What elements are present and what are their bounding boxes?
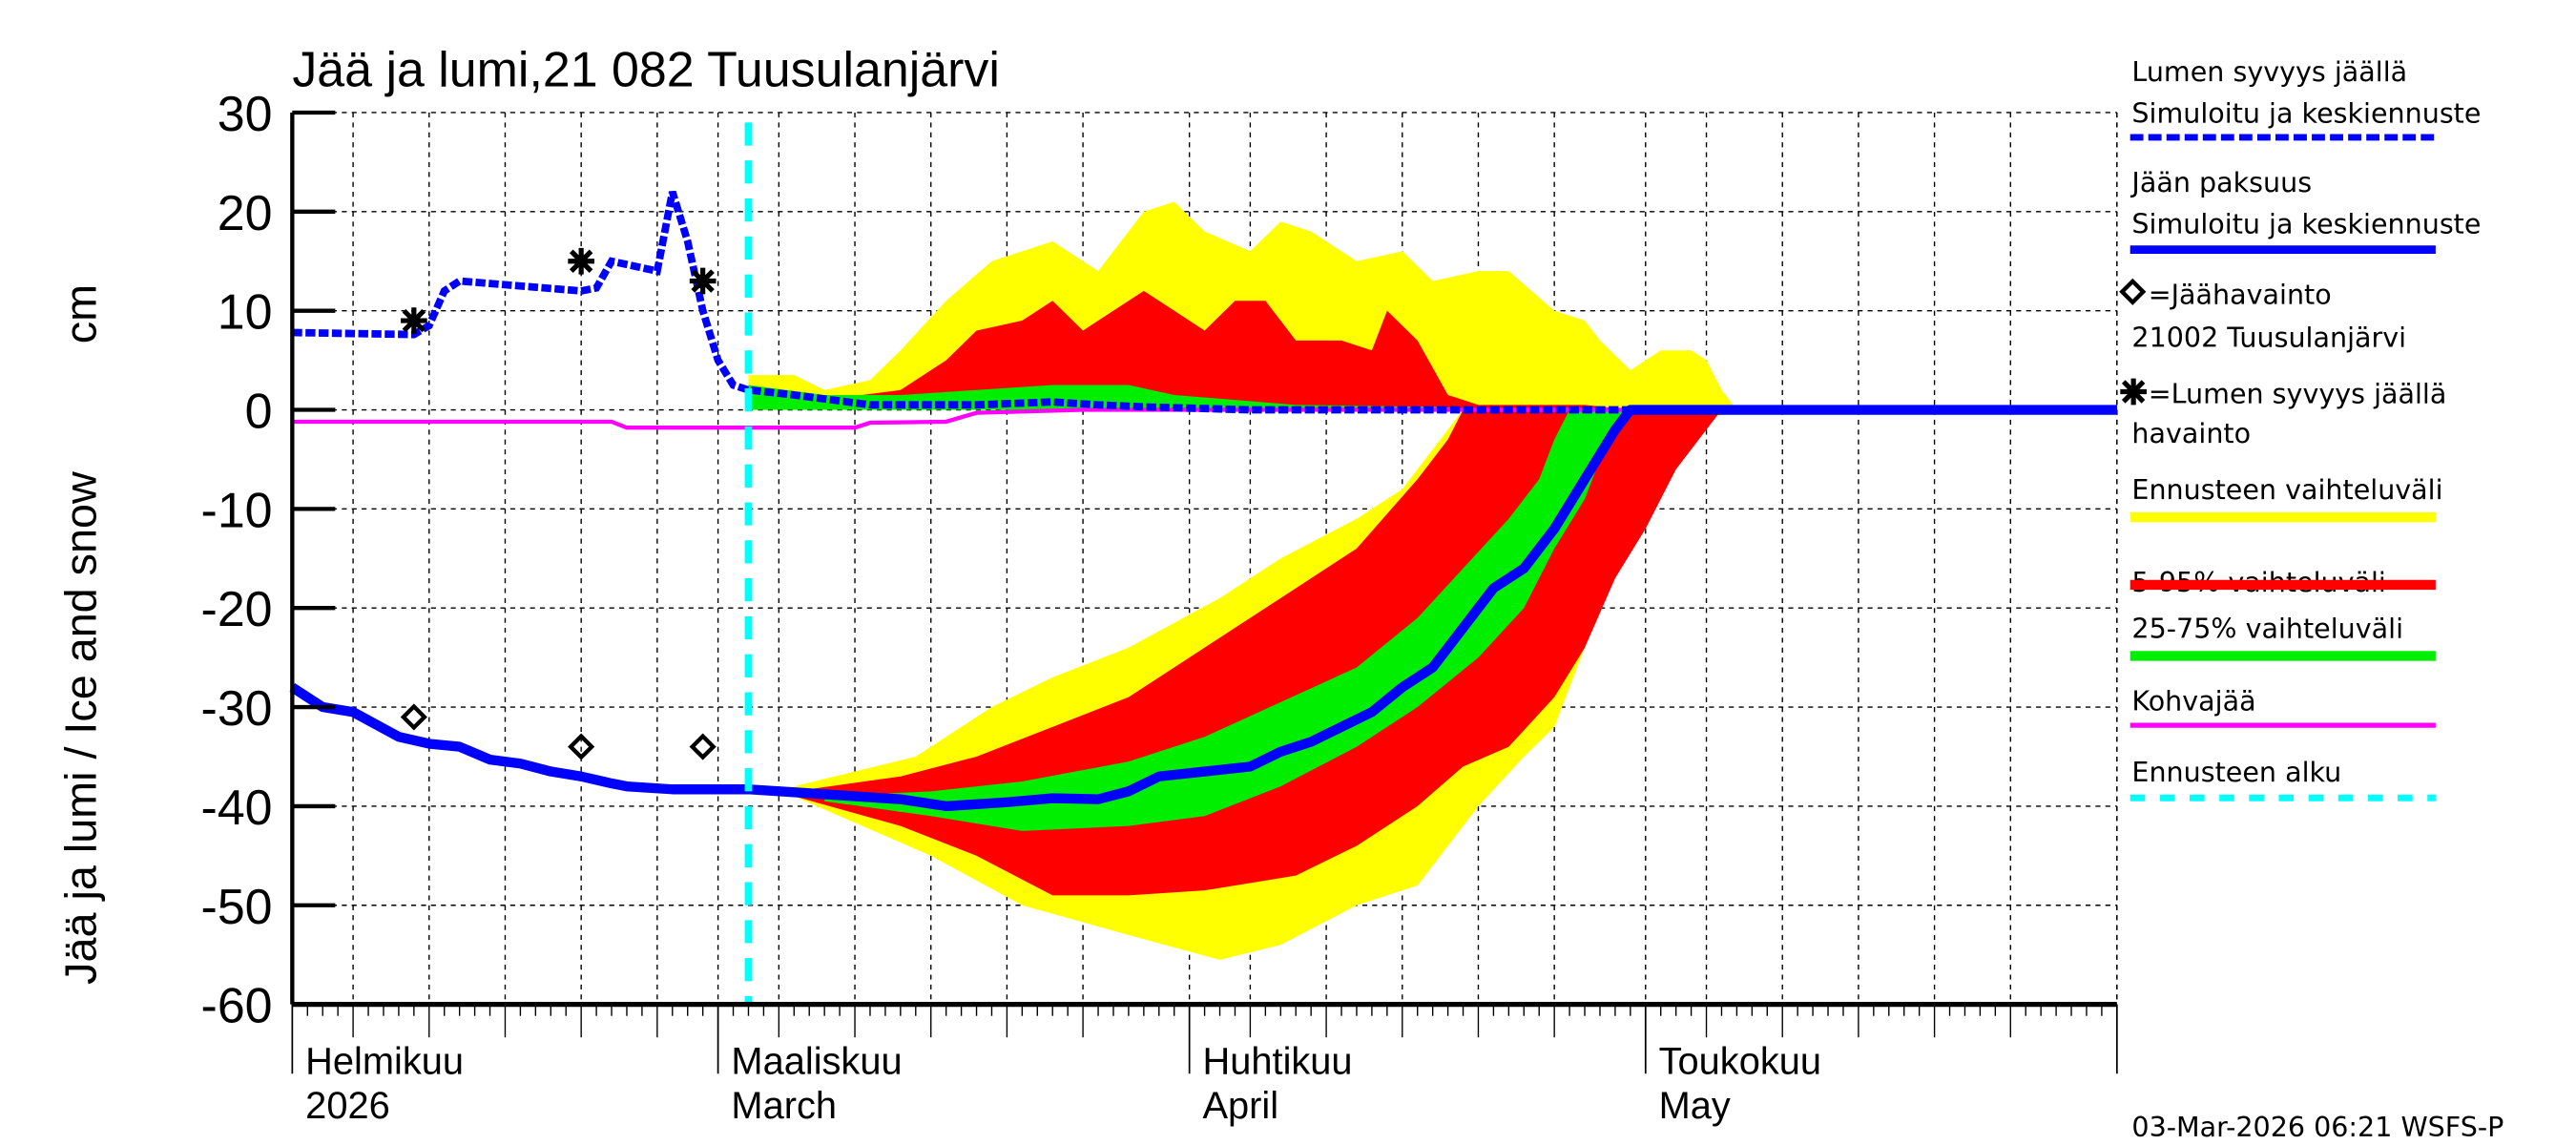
legend-snow-obs-label-1: =Lumen syvyys jäällä xyxy=(2149,378,2447,410)
y-tick-label: -40 xyxy=(201,781,273,836)
ice-observation-marker xyxy=(568,733,595,760)
legend-ice-label-1: Jään paksuus xyxy=(2129,166,2312,198)
y-tick-label: -20 xyxy=(201,582,273,637)
month-label-en: May xyxy=(1659,1085,1731,1127)
legend-snow-label-2: Simuloitu ja keskiennuste xyxy=(2131,96,2481,129)
legend-snow-obs-label-2: havainto xyxy=(2131,417,2251,449)
y-tick-label: -10 xyxy=(201,483,273,538)
ice-observation-marker xyxy=(400,703,427,731)
month-label-fi: Huhtikuu xyxy=(1203,1040,1353,1082)
snow-observation-marker xyxy=(689,267,717,295)
forecast-bands xyxy=(748,201,1737,960)
legend-ice-obs-label-2: 21002 Tuusulanjärvi xyxy=(2131,322,2406,354)
month-label-en: 2026 xyxy=(305,1085,390,1127)
month-label-en: April xyxy=(1203,1085,1279,1127)
legend-kohva-label: Kohvajää xyxy=(2131,685,2255,718)
legend-ice-label-2: Simuloitu ja keskiennuste xyxy=(2131,207,2481,239)
month-label-fi: Maaliskuu xyxy=(731,1040,902,1082)
y-tick-label: 30 xyxy=(218,87,273,142)
chart-title: Jää ja lumi,21 082 Tuusulanjärvi xyxy=(292,42,1000,97)
kohva-line xyxy=(292,407,2117,430)
y-tick-label: -30 xyxy=(201,681,273,737)
series-lines xyxy=(289,122,2117,1005)
snow-observation-marker xyxy=(568,247,595,275)
y-tick-label: 20 xyxy=(218,186,273,241)
y-tick-label: 10 xyxy=(218,285,273,341)
snow-observation-marker xyxy=(401,307,427,334)
legend-range-label: Ennusteen vaihteluväli xyxy=(2131,473,2442,506)
y-tick-label: 0 xyxy=(245,385,273,440)
legend-p25-75-label: 25-75% vaihteluväli xyxy=(2131,612,2403,644)
month-label-fi: Toukokuu xyxy=(1659,1040,1821,1082)
band-p5-95 xyxy=(794,409,1722,896)
month-label-en: March xyxy=(731,1085,837,1127)
ice-observation-marker xyxy=(689,733,717,760)
legend-forecast-start-label: Ennusteen alku xyxy=(2131,756,2341,788)
ice-thickness-line xyxy=(289,405,2117,812)
band-p5-95 xyxy=(748,290,1631,410)
y-tick-label: -50 xyxy=(201,880,273,935)
y-axis-label: Jää ja lumi / Ice and snow xyxy=(55,471,105,985)
month-label-fi: Helmikuu xyxy=(305,1040,464,1082)
legend-ice-obs-label-1: =Jäähavainto xyxy=(2149,279,2332,311)
legend-snow-label-1: Lumen syvyys jäällä xyxy=(2131,55,2407,88)
legend-diamond-icon xyxy=(2119,278,2147,305)
y-axis-unit: cm xyxy=(55,284,105,344)
timestamp-footer: 03-Mar-2026 06:21 WSFS-P xyxy=(2131,1111,2503,1143)
snow-depth-line xyxy=(292,190,2117,414)
y-tick-label: -60 xyxy=(201,979,273,1034)
legend: Lumen syvyys jäällä Simuloitu ja keskien… xyxy=(2119,55,2481,802)
legend-asterisk-icon xyxy=(2120,378,2147,406)
